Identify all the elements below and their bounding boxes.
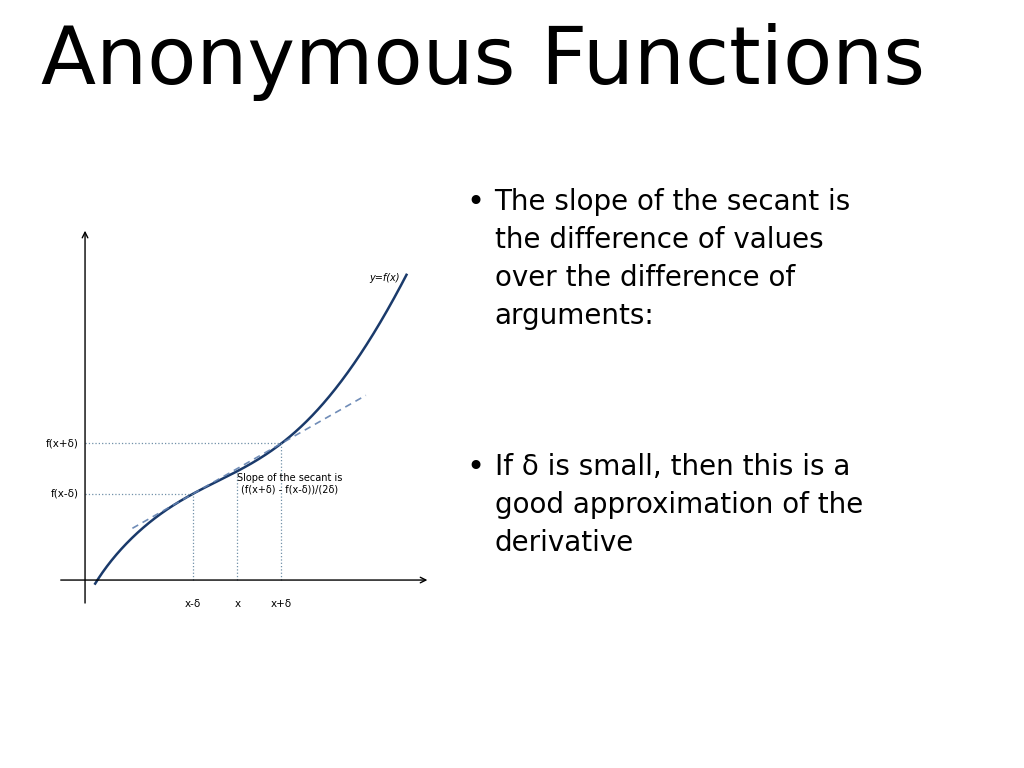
Text: •: • xyxy=(466,188,484,217)
Text: Anonymous Functions: Anonymous Functions xyxy=(41,23,925,101)
Text: f(x+δ): f(x+δ) xyxy=(45,439,78,449)
Text: If δ is small, then this is a
good approximation of the
derivative: If δ is small, then this is a good appro… xyxy=(495,453,863,557)
Text: •: • xyxy=(466,453,484,482)
Text: x+δ: x+δ xyxy=(270,599,292,609)
Text: Slope of the secant is
(f(x+δ) - f(x-δ))/(2δ): Slope of the secant is (f(x+δ) - f(x-δ))… xyxy=(238,472,343,495)
Text: x-δ: x-δ xyxy=(185,599,202,609)
Text: The slope of the secant is
the difference of values
over the difference of
argum: The slope of the secant is the differenc… xyxy=(495,188,851,330)
Text: y=f(x): y=f(x) xyxy=(370,273,399,283)
Text: f(x-δ): f(x-δ) xyxy=(50,488,78,498)
Text: x: x xyxy=(234,599,241,609)
